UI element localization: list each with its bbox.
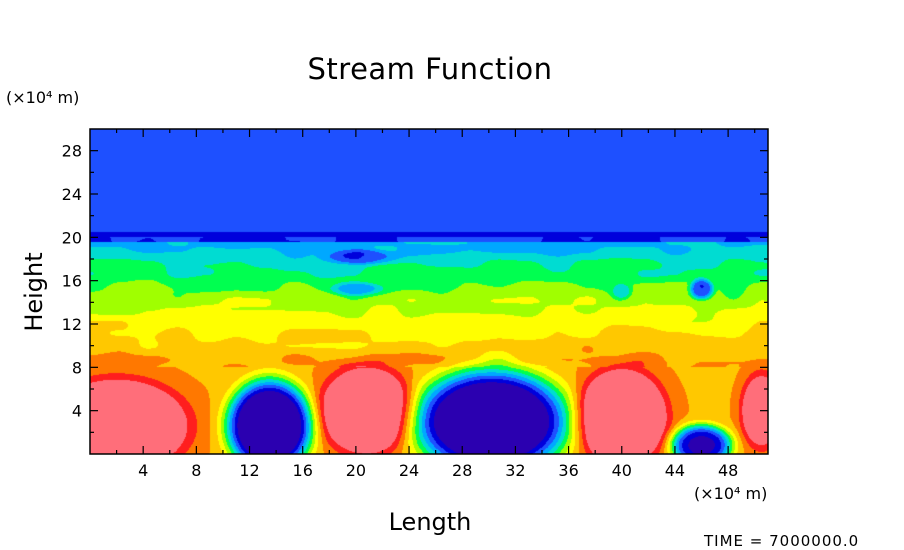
- y-tick-label: 16: [62, 272, 82, 291]
- y-tick-label: 4: [72, 402, 82, 421]
- plot-frame: [89, 128, 769, 455]
- x-tick-label: 32: [505, 461, 525, 480]
- x-tick-label: 8: [191, 461, 201, 480]
- x-tick-label: 28: [452, 461, 472, 480]
- x-tick-label: 24: [399, 461, 419, 480]
- x-tick-label: 4: [138, 461, 148, 480]
- y-tick-label: 28: [62, 142, 82, 161]
- x-tick-label: 48: [718, 461, 738, 480]
- x-axis-unit: (×10⁴ m): [694, 484, 768, 503]
- y-tick-label: 20: [62, 228, 82, 247]
- heatmap-field-container: [90, 129, 768, 454]
- x-tick-label: 36: [558, 461, 578, 480]
- y-axis-unit: (×10⁴ m): [6, 88, 80, 107]
- chart-title: Stream Function: [307, 52, 553, 86]
- x-tick-label: 20: [346, 461, 366, 480]
- y-tick-label: 24: [62, 185, 82, 204]
- x-tick-label: 44: [665, 461, 685, 480]
- y-tick-label: 12: [62, 315, 82, 334]
- x-axis-label: Length: [388, 508, 472, 536]
- y-tick-label: 8: [72, 358, 82, 377]
- x-tick-label: 40: [612, 461, 632, 480]
- x-tick-label: 12: [239, 461, 259, 480]
- x-tick-label: 16: [293, 461, 313, 480]
- heatmap-field: [90, 129, 768, 454]
